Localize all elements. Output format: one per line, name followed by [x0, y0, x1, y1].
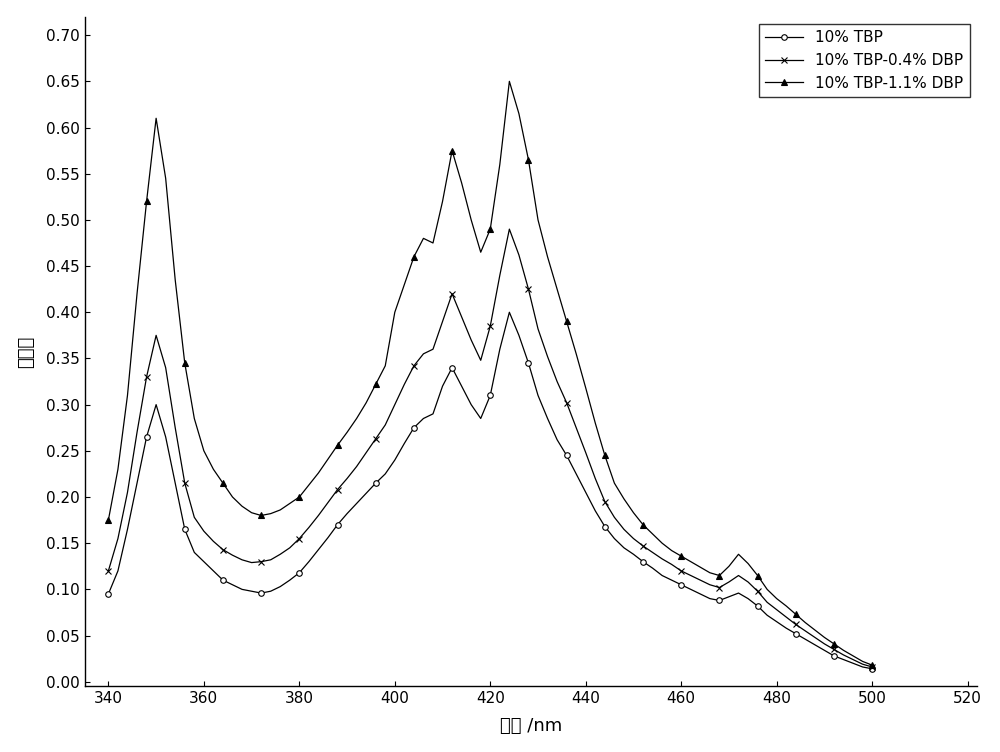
10% TBP-1.1% DBP	[866, 660, 878, 669]
10% TBP	[532, 391, 544, 400]
10% TBP-0.4% DBP	[733, 571, 745, 580]
10% TBP-1.1% DBP	[675, 552, 687, 561]
Legend: 10% TBP, 10% TBP-0.4% DBP, 10% TBP-1.1% DBP: 10% TBP, 10% TBP-0.4% DBP, 10% TBP-1.1% …	[759, 24, 970, 97]
10% TBP-1.1% DBP	[532, 215, 544, 224]
10% TBP-0.4% DBP	[589, 474, 601, 483]
10% TBP-1.1% DBP	[733, 550, 745, 559]
Line: 10% TBP-0.4% DBP: 10% TBP-0.4% DBP	[105, 226, 876, 671]
10% TBP-1.1% DBP	[771, 594, 783, 603]
10% TBP-0.4% DBP	[503, 225, 515, 234]
10% TBP-0.4% DBP	[799, 626, 811, 635]
X-axis label: 波长 /nm: 波长 /nm	[500, 717, 562, 735]
Y-axis label: 吸光度: 吸光度	[17, 335, 35, 368]
10% TBP-1.1% DBP	[589, 419, 601, 428]
10% TBP	[799, 635, 811, 644]
10% TBP	[733, 589, 745, 598]
10% TBP-0.4% DBP	[102, 566, 114, 575]
10% TBP-0.4% DBP	[675, 566, 687, 575]
10% TBP	[503, 308, 515, 317]
10% TBP-1.1% DBP	[799, 618, 811, 627]
10% TBP	[102, 590, 114, 599]
10% TBP-1.1% DBP	[102, 516, 114, 525]
10% TBP-0.4% DBP	[866, 663, 878, 672]
10% TBP	[866, 664, 878, 673]
10% TBP-1.1% DBP	[503, 77, 515, 86]
10% TBP-0.4% DBP	[771, 605, 783, 614]
Line: 10% TBP-1.1% DBP: 10% TBP-1.1% DBP	[105, 78, 876, 669]
10% TBP	[771, 617, 783, 626]
Line: 10% TBP: 10% TBP	[106, 310, 875, 672]
10% TBP	[675, 581, 687, 590]
10% TBP-0.4% DBP	[532, 324, 544, 333]
10% TBP	[589, 506, 601, 515]
